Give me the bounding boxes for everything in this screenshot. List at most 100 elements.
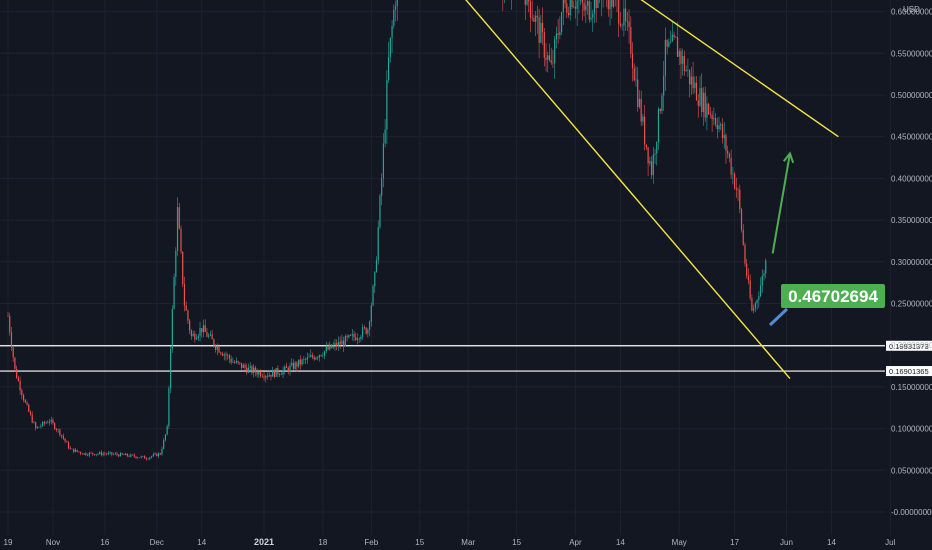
candle-body bbox=[303, 359, 305, 360]
candle-body bbox=[348, 335, 350, 338]
candle-body bbox=[100, 452, 103, 455]
candle-body bbox=[751, 298, 753, 311]
x-tick-label: 14 bbox=[197, 538, 206, 547]
currency-label: USD bbox=[903, 5, 920, 14]
candle-body bbox=[163, 439, 165, 449]
candle-body bbox=[195, 338, 198, 340]
candle-body bbox=[654, 153, 656, 155]
candle-body bbox=[635, 79, 637, 81]
candle-body bbox=[535, 15, 537, 22]
candle-body bbox=[318, 355, 320, 358]
candle-body bbox=[701, 88, 703, 113]
candle-body bbox=[192, 333, 194, 337]
target-price-callout: 0.46702694 bbox=[781, 284, 885, 308]
x-tick-label: May bbox=[672, 538, 687, 547]
candle-body bbox=[289, 365, 291, 372]
candle-body bbox=[299, 359, 301, 365]
support-label-box bbox=[886, 340, 932, 351]
candle-body bbox=[265, 376, 267, 378]
candle-body bbox=[645, 144, 647, 148]
candle-body bbox=[21, 390, 23, 396]
candle-body bbox=[753, 308, 755, 311]
candle-body bbox=[576, 0, 578, 9]
candle-body bbox=[189, 320, 191, 331]
time-axis[interactable]: 19 Nov 16 Dec 14 2021 18 Feb 15 Mar 15 Apr 14 May 17 Ju… bbox=[4, 537, 896, 547]
candle-body bbox=[611, 0, 613, 7]
candle-body bbox=[669, 41, 672, 43]
candle-body bbox=[225, 354, 227, 356]
candle-body bbox=[382, 143, 385, 179]
candle-body bbox=[194, 333, 196, 340]
candle-body bbox=[358, 338, 360, 340]
candle-body bbox=[273, 370, 276, 377]
candle-body bbox=[723, 135, 725, 139]
x-tick-label: Mar bbox=[461, 538, 475, 547]
candle-body bbox=[131, 454, 134, 456]
candle-body bbox=[695, 82, 698, 101]
candle-body bbox=[713, 117, 715, 120]
candle-body bbox=[48, 421, 51, 423]
candle-body bbox=[573, 6, 575, 8]
candle-body bbox=[239, 362, 241, 363]
candle-body bbox=[375, 260, 378, 272]
candle-body bbox=[334, 343, 336, 346]
candle-body bbox=[355, 337, 357, 341]
candle-body bbox=[42, 422, 44, 426]
trend-drawings bbox=[465, 0, 839, 380]
candle-body bbox=[697, 100, 699, 106]
candle-body bbox=[571, 0, 573, 8]
candle-body bbox=[209, 334, 212, 336]
candle-body bbox=[166, 426, 168, 435]
candle-body bbox=[631, 53, 634, 69]
candle-body bbox=[253, 367, 255, 373]
candle-body bbox=[149, 457, 151, 459]
candle-body bbox=[88, 452, 90, 456]
candle-body bbox=[562, 0, 564, 13]
candle-body bbox=[368, 321, 371, 330]
candle-body bbox=[228, 355, 231, 359]
candle-body bbox=[630, 27, 632, 54]
candle-body bbox=[664, 39, 666, 76]
candle-body bbox=[588, 1, 590, 20]
candle-body bbox=[592, 13, 594, 18]
candle-body bbox=[649, 161, 651, 164]
candle-body bbox=[557, 33, 559, 35]
candle-body bbox=[578, 0, 580, 2]
candle-body bbox=[758, 296, 760, 301]
candle-body bbox=[304, 359, 307, 360]
candle-body bbox=[227, 355, 229, 356]
price-axis[interactable]: 1.200000001.150000001.100000001.05000000… bbox=[891, 0, 932, 517]
candle-body bbox=[294, 362, 296, 369]
candle-body bbox=[111, 452, 113, 455]
candle-body bbox=[182, 251, 184, 285]
candle-body bbox=[50, 419, 52, 422]
x-tick-label: 17 bbox=[730, 538, 739, 547]
candle-body bbox=[377, 227, 379, 261]
candle-body bbox=[363, 327, 365, 328]
candle-body bbox=[628, 21, 630, 28]
candle-body bbox=[161, 448, 163, 455]
candle-body bbox=[213, 339, 215, 346]
candle-body bbox=[270, 374, 272, 377]
candle-body bbox=[234, 362, 236, 363]
candle-body bbox=[659, 108, 661, 112]
candle-body bbox=[372, 286, 374, 306]
candle-body bbox=[638, 98, 641, 107]
candle-body bbox=[266, 376, 269, 377]
candle-body bbox=[668, 41, 670, 47]
candle-body bbox=[86, 454, 89, 456]
candle-body bbox=[202, 325, 205, 333]
candle-body bbox=[734, 173, 736, 189]
candle-body bbox=[240, 362, 243, 368]
candle-body bbox=[619, 23, 622, 26]
candle-body bbox=[114, 453, 116, 455]
candle-body bbox=[325, 346, 327, 351]
candle-body bbox=[716, 124, 718, 130]
candle-body bbox=[550, 60, 552, 63]
candle-body bbox=[35, 422, 37, 429]
candle-body bbox=[256, 372, 258, 375]
support-label-box bbox=[886, 366, 932, 377]
candle-body bbox=[393, 9, 395, 26]
candle-body bbox=[718, 125, 720, 130]
